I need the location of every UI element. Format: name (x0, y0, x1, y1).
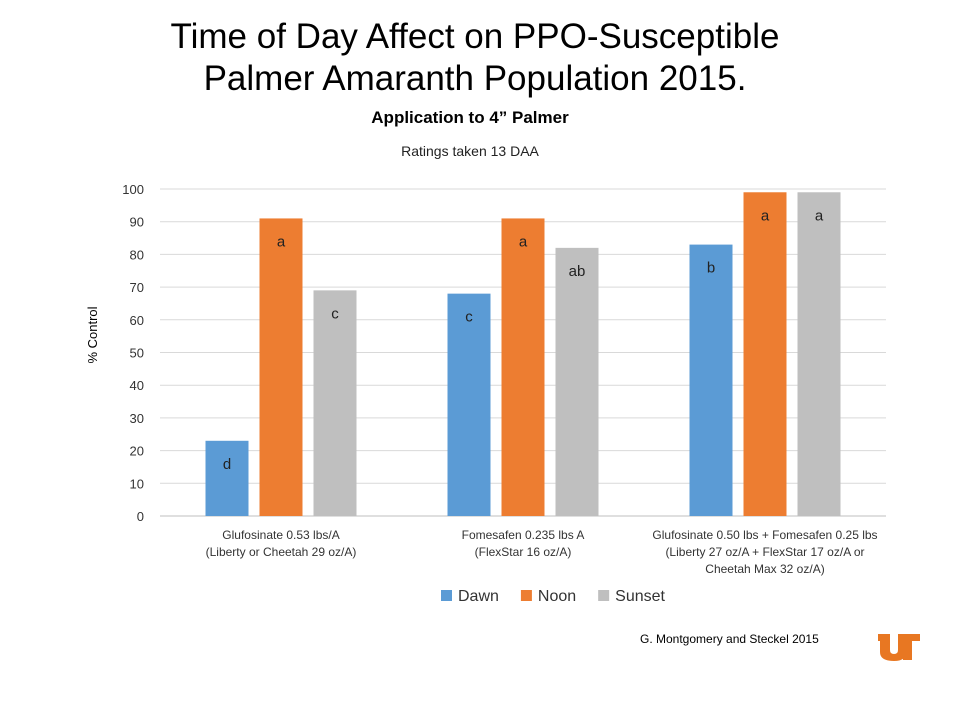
y-axis-label: % Control (85, 306, 100, 363)
y-tick-label: 80 (130, 247, 144, 262)
ut-logo: UT (878, 634, 920, 661)
slide-title-line-2: Palmer Amaranth Population 2015. (203, 59, 747, 98)
significance-letter: a (519, 233, 528, 250)
x-category-label: Fomesafen 0.235 lbs A (462, 528, 585, 542)
y-tick-label: 20 (130, 444, 144, 459)
legend-label-sunset: Sunset (615, 588, 665, 605)
x-category-label: Glufosinate 0.53 lbs/A (222, 528, 339, 542)
chart-title: Application to 4” Palmer (371, 108, 569, 127)
legend-swatch-dawn (441, 590, 452, 601)
x-category-label: (FlexStar 16 oz/A) (475, 545, 572, 559)
significance-letter: b (707, 260, 715, 277)
slide-title: Time of Day Affect on PPO-Susceptible Pa… (110, 16, 840, 100)
y-tick-label: 0 (137, 509, 144, 524)
x-category-label: (Liberty 27 oz/A + FlexStar 17 oz/A or (665, 545, 864, 559)
legend-swatch-sunset (598, 590, 610, 601)
legend-label-noon: Noon (538, 588, 576, 605)
y-tick-label: 70 (130, 280, 144, 295)
bar-noon (501, 218, 545, 516)
significance-letter: d (223, 456, 231, 473)
bar-noon (259, 218, 303, 516)
y-tick-label: 50 (130, 346, 144, 361)
y-tick-label: 30 (130, 411, 144, 426)
significance-letter: a (761, 207, 770, 224)
significance-letter: a (815, 207, 824, 224)
bar-dawn (447, 293, 491, 516)
chart-subtitle: Ratings taken 13 DAA (401, 143, 539, 159)
bar-dawn (205, 440, 249, 516)
y-tick-label: 40 (130, 378, 144, 393)
significance-letter: c (465, 309, 473, 326)
x-category-label: (Liberty or Cheetah 29 oz/A) (206, 545, 357, 559)
legend-swatch-noon (520, 590, 532, 601)
bar-sunset (555, 247, 599, 517)
significance-letter: ab (569, 263, 586, 280)
y-tick-label: 90 (130, 215, 144, 230)
bar-noon (743, 192, 787, 516)
bar-dawn (689, 244, 733, 516)
y-tick-label: 60 (130, 313, 144, 328)
significance-letter: a (277, 233, 286, 250)
legend-label-dawn: Dawn (458, 588, 499, 605)
x-category-label: Cheetah Max 32 oz/A) (705, 562, 824, 576)
bar-sunset (797, 192, 841, 516)
credit-text: G. Montgomery and Steckel 2015 (640, 632, 819, 646)
x-category-label: Glufosinate 0.50 lbs + Fomesafen 0.25 lb… (652, 528, 877, 542)
y-tick-label: 100 (122, 182, 144, 197)
significance-letter: c (331, 305, 339, 322)
bar-sunset (313, 290, 357, 516)
y-tick-label: 10 (130, 476, 144, 491)
slide-title-line-1: Time of Day Affect on PPO-Susceptible (170, 17, 780, 56)
